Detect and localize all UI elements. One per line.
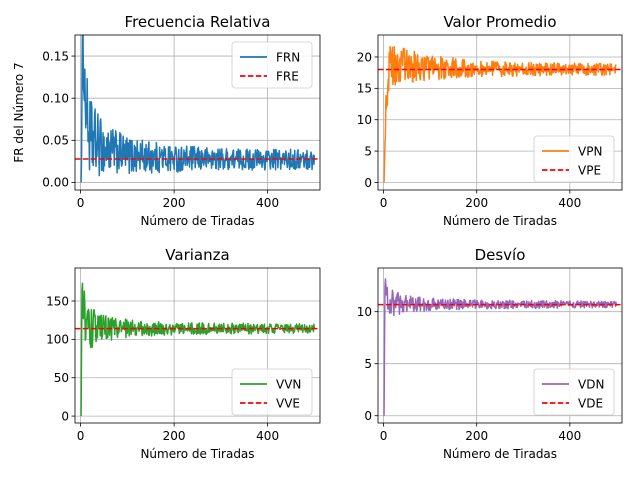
axes-frame <box>74 267 321 424</box>
legend: FRN FRE <box>231 41 313 89</box>
x-axis-label: Número de Tiradas <box>140 447 254 461</box>
legend-label-expected: VVE <box>276 396 300 410</box>
legend-label-series: VVN <box>276 377 301 391</box>
legend-label-series: VPN <box>578 144 602 158</box>
subplot-title: Desvío <box>475 246 526 264</box>
legend-label-expected: FRE <box>276 69 299 83</box>
x-tick-label: 400 <box>256 196 279 210</box>
x-axis-label: Número de Tiradas <box>140 214 254 228</box>
series-line-VVN <box>80 282 316 417</box>
legend-label-expected: VDE <box>578 396 603 410</box>
legend-box <box>533 135 615 183</box>
y-axis-label: FR del Número 7 <box>12 62 26 162</box>
axes-frame <box>377 34 623 191</box>
legend-label-series: FRN <box>276 50 300 64</box>
y-tick-label: 5 <box>364 357 372 371</box>
x-tick-label: 200 <box>465 429 488 443</box>
subplot-4: 0 200 400 0 5 10 Desvío Número de Tiradas VDN VDE <box>357 246 623 461</box>
x-axis-label: Número de Tiradas <box>443 447 557 461</box>
subplot-3: 0 200 400 0 50 100 150 Varianza Número de Tirada… <box>46 246 321 461</box>
legend-box <box>231 41 313 89</box>
y-tick-label: 15 <box>357 82 372 96</box>
y-tick-label: 0.15 <box>42 49 69 63</box>
y-tick-label: 5 <box>364 144 372 158</box>
y-tick-label: 0.10 <box>42 91 69 105</box>
subplot-2: 0 200 400 0 5 10 15 20 Valor Promedio Número de T… <box>357 13 623 228</box>
subplot-title: Frecuencia Relativa <box>125 13 271 31</box>
x-tick-label: 0 <box>380 196 388 210</box>
legend: VDN VDE <box>533 368 615 416</box>
x-tick-label: 0 <box>380 429 388 443</box>
subplot-title: Varianza <box>165 246 229 264</box>
y-tick-label: 20 <box>357 50 372 64</box>
x-tick-label: 0 <box>77 429 85 443</box>
legend: VVN VVE <box>231 368 313 416</box>
x-tick-label: 0 <box>77 196 85 210</box>
axes-frame <box>377 267 623 424</box>
y-tick-label: 0.05 <box>42 134 69 148</box>
y-tick-label: 10 <box>357 113 372 127</box>
y-tick-label: 0 <box>364 176 372 190</box>
legend-label-series: VDN <box>578 377 604 391</box>
x-tick-label: 400 <box>256 429 279 443</box>
y-tick-label: 0 <box>364 409 372 423</box>
subplot-title: Valor Promedio <box>443 13 556 31</box>
y-tick-label: 100 <box>46 333 69 347</box>
y-tick-label: 50 <box>54 371 69 385</box>
series-line-VPN <box>383 45 617 183</box>
legend: VPN VPE <box>533 135 615 183</box>
series-line-FRN <box>80 35 316 183</box>
axes-frame <box>74 34 321 191</box>
y-tick-label: 10 <box>357 305 372 319</box>
x-tick-label: 400 <box>558 196 581 210</box>
x-tick-label: 200 <box>465 196 488 210</box>
x-tick-label: 400 <box>558 429 581 443</box>
y-tick-label: 150 <box>46 294 69 308</box>
x-axis-label: Número de Tiradas <box>443 214 557 228</box>
legend-label-expected: VPE <box>578 163 601 177</box>
y-tick-label: 0.00 <box>42 176 69 190</box>
legend-box <box>231 368 313 416</box>
x-tick-label: 200 <box>163 429 186 443</box>
subplot-1: 0 200 400 0.00 0.05 0.10 0.15 Frecuencia Relati… <box>12 13 321 228</box>
y-tick-label: 0 <box>61 409 69 423</box>
x-tick-label: 200 <box>163 196 186 210</box>
